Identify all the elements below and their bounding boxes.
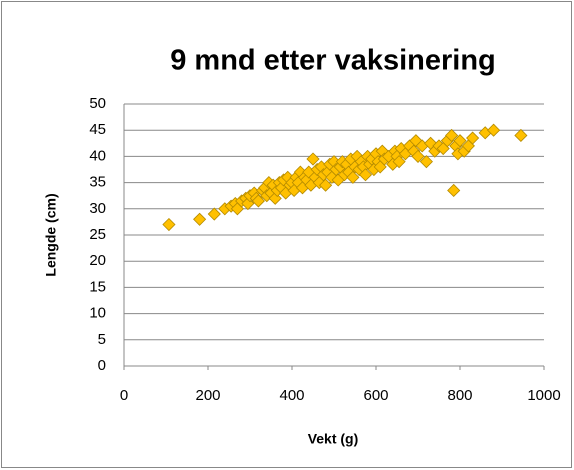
y-tick-label: 10 bbox=[89, 305, 106, 322]
x-tick-label: 200 bbox=[195, 387, 220, 404]
x-tick-label: 800 bbox=[447, 387, 472, 404]
point bbox=[445, 128, 459, 143]
chart-title: 9 mnd etter vaksinering bbox=[170, 45, 496, 77]
y-tick-label: 5 bbox=[98, 331, 106, 348]
point bbox=[207, 207, 221, 221]
x-tick-label: 400 bbox=[279, 387, 304, 404]
point bbox=[251, 194, 265, 208]
y-tick-label: 25 bbox=[89, 226, 106, 243]
x-tick-label: 0 bbox=[120, 387, 128, 404]
point bbox=[193, 212, 207, 226]
x-axis-title: Vekt (g) bbox=[308, 431, 359, 447]
point bbox=[358, 168, 373, 182]
y-tick-label: 15 bbox=[89, 278, 106, 295]
point bbox=[162, 217, 176, 232]
point bbox=[346, 170, 360, 184]
x-tick-label: 600 bbox=[363, 387, 388, 404]
point bbox=[392, 155, 406, 169]
y-tick-label: 45 bbox=[89, 121, 106, 138]
y-tick-label: 35 bbox=[89, 174, 106, 191]
point bbox=[453, 134, 467, 148]
point bbox=[319, 178, 333, 192]
y-tick-label: 40 bbox=[89, 147, 106, 164]
y-tick-label: 30 bbox=[89, 200, 106, 217]
x-tick-label: 1000 bbox=[527, 387, 560, 404]
point bbox=[466, 131, 480, 145]
point bbox=[419, 155, 433, 169]
y-tick-label: 50 bbox=[89, 95, 106, 112]
y-tick-label: 20 bbox=[89, 252, 106, 269]
point bbox=[306, 152, 320, 166]
y-tick-label: 0 bbox=[98, 357, 106, 374]
y-axis-title: Lengde (cm) bbox=[43, 193, 59, 276]
point bbox=[514, 128, 528, 143]
point bbox=[411, 149, 425, 163]
point bbox=[487, 123, 501, 137]
point bbox=[447, 183, 461, 198]
